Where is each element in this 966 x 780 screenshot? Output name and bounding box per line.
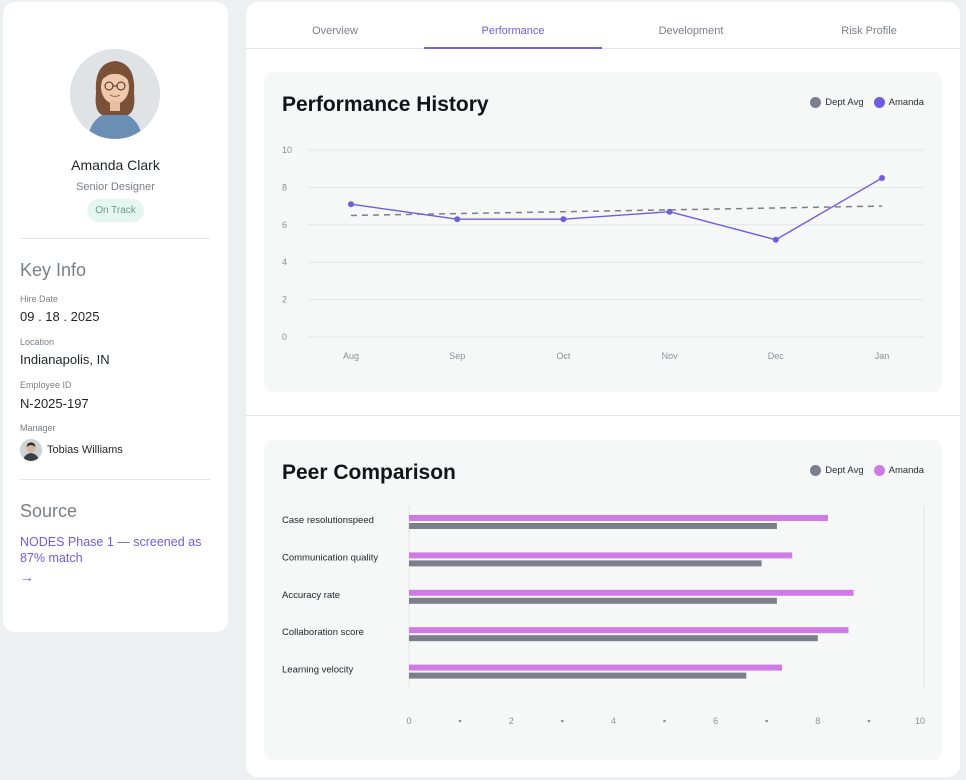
data-point — [560, 216, 567, 223]
divider — [20, 479, 210, 480]
legend-label: Amanda — [888, 97, 924, 108]
y-tick-label: 6 — [282, 220, 287, 230]
data-point — [772, 236, 779, 243]
data-point — [454, 216, 461, 223]
performance-history-card: Performance History Dept Avg Amanda 0 2 4 6… — [264, 72, 942, 392]
tab-performance[interactable]: Performance — [481, 25, 545, 37]
bar-amanda — [409, 552, 793, 559]
data-point — [348, 201, 354, 208]
divider — [246, 415, 960, 416]
legend-item-dept-avg: Dept Avg — [810, 97, 864, 108]
employee-id-value: N-2025-197 — [20, 396, 89, 411]
hire-date-value: 09 . 18 . 2025 — [20, 309, 100, 324]
x-tick-label: 8 — [815, 716, 820, 726]
legend-swatch — [873, 465, 885, 476]
employee-id-label: Employee ID — [20, 380, 72, 390]
status-badge: On Track — [87, 199, 144, 222]
legend-swatch — [873, 97, 885, 108]
bar-dept-avg — [409, 672, 747, 679]
x-tick-label: Oct — [556, 351, 571, 361]
minor-tick — [765, 719, 768, 723]
series-line-dept-avg — [350, 205, 883, 217]
x-tick-label: Jan — [875, 351, 890, 361]
location-value: Indianapolis, IN — [20, 352, 110, 367]
bar-amanda — [409, 589, 854, 596]
legend-swatch — [810, 465, 822, 476]
y-tick-label: 10 — [282, 145, 292, 155]
x-tick-label: Dec — [768, 351, 785, 361]
legend-item-dept-avg: Dept Avg — [810, 465, 864, 476]
avatar — [70, 49, 160, 139]
bar-dept-avg — [409, 560, 762, 567]
category-label: Collaboration score — [282, 627, 364, 638]
chart-title: Peer Comparison — [282, 461, 456, 484]
key-info-heading: Key Info — [20, 260, 87, 280]
x-tick-label: Aug — [343, 351, 359, 361]
arrow-right-icon[interactable]: → — [20, 569, 34, 585]
y-tick-label: 2 — [282, 295, 287, 305]
tab-development[interactable]: Development — [658, 25, 724, 37]
x-tick-label: 10 — [915, 716, 925, 726]
legend-swatch — [810, 97, 822, 108]
x-tick-label: 2 — [509, 716, 514, 726]
data-point — [666, 208, 673, 215]
bar-amanda — [409, 515, 829, 521]
bar-dept-avg — [409, 635, 818, 642]
location-label: Location — [20, 337, 55, 347]
minor-tick — [561, 719, 564, 723]
legend-label: Amanda — [888, 465, 924, 476]
chart-title: Performance History — [282, 93, 489, 116]
x-tick-label: Sep — [449, 351, 465, 361]
category-label: Accuracy rate — [282, 590, 340, 601]
source-heading: Source — [20, 501, 78, 521]
x-tick-label: 6 — [713, 716, 718, 726]
legend-label: Dept Avg — [825, 97, 864, 108]
bar-amanda — [409, 664, 783, 671]
minor-tick — [663, 719, 666, 723]
hire-date-label: Hire Date — [20, 294, 59, 304]
category-label: Learning velocity — [282, 665, 354, 676]
bar-amanda — [409, 627, 849, 634]
divider — [20, 238, 210, 239]
manager-label: Manager — [20, 423, 56, 433]
manager[interactable]: Tobias Williams — [20, 439, 123, 461]
legend: Dept Avg Amanda — [810, 97, 924, 108]
minor-tick — [458, 719, 462, 723]
bar-dept-avg — [409, 523, 777, 529]
peer-comparison-card: Peer Comparison Dept Avg Amanda Case res… — [264, 440, 942, 760]
profile-role: Senior Designer — [76, 181, 155, 193]
tab-bar: Overview Performance Development Risk Pr… — [246, 2, 960, 49]
tab-overview[interactable]: Overview — [312, 25, 358, 37]
data-point — [879, 175, 885, 182]
bar-chart: Case resolutionspeed Communication qualit… — [282, 506, 925, 726]
series-line-amanda — [350, 177, 883, 241]
y-tick-label: 8 — [282, 182, 287, 192]
legend-item-amanda: Amanda — [873, 465, 924, 476]
x-tick-label: 0 — [406, 716, 411, 726]
category-label: Communication quality — [282, 552, 378, 563]
y-tick-label: 4 — [282, 257, 287, 267]
manager-avatar — [20, 439, 42, 461]
category-label: Case resolutionspeed — [282, 515, 374, 526]
profile-card: Amanda Clark Senior Designer On Track Ke… — [3, 2, 228, 632]
minor-tick — [867, 719, 871, 723]
profile-name: Amanda Clark — [71, 157, 160, 173]
legend-label: Dept Avg — [825, 465, 864, 476]
legend: Dept Avg Amanda — [810, 465, 924, 476]
main-panel: Overview Performance Development Risk Pr… — [246, 2, 960, 777]
x-tick-label: 4 — [611, 716, 616, 726]
bar-dept-avg — [409, 597, 777, 604]
active-tab-indicator — [424, 47, 602, 49]
tab-risk-profile[interactable]: Risk Profile — [841, 25, 897, 37]
x-tick-label: Nov — [662, 351, 679, 361]
manager-name: Tobias Williams — [47, 444, 123, 456]
line-chart: 0 2 4 6 8 10 Aug Sep Oct Nov Dec Jan — [282, 145, 924, 361]
y-tick-label: 0 — [282, 332, 287, 342]
legend-item-amanda: Amanda — [873, 97, 924, 108]
source-link[interactable]: NODES Phase 1 — screened as 87% match — [20, 535, 202, 565]
